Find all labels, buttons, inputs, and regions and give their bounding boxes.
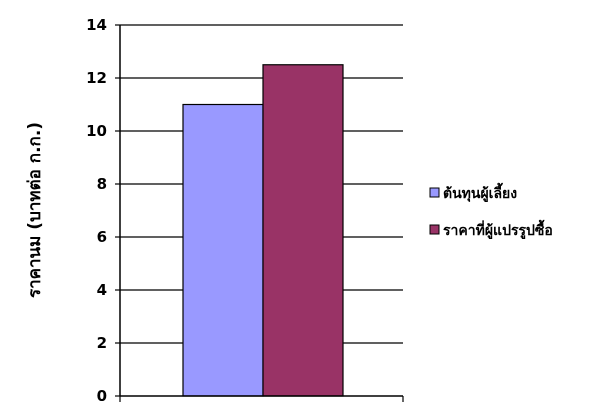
bar-price: [262, 64, 344, 397]
y-tick-label: 8: [97, 175, 107, 193]
y-tick-label: 6: [97, 228, 107, 246]
axes: [115, 24, 404, 402]
y-tick-labels: 0 2 4 6 8 10 12 14: [86, 16, 107, 404]
legend-label: ราคาที่ผู้แปรรูปซื้อ: [443, 219, 553, 239]
y-axis-title: ราคานม (บาทต่อ ก.ก.): [25, 122, 45, 298]
bar-cost: [182, 103, 264, 397]
y-tick-label: 10: [86, 122, 107, 140]
y-tick-label: 14: [86, 16, 107, 34]
legend-swatch: [429, 224, 440, 235]
y-tick-label: 4: [97, 281, 107, 299]
y-tick-label: 0: [97, 387, 107, 404]
legend-swatch: [429, 187, 440, 198]
legend-label: ต้นทุนผู้เลี้ยง: [443, 182, 517, 202]
y-tick-label: 2: [97, 334, 107, 352]
bars: [182, 64, 344, 397]
y-tick-label: 12: [86, 69, 107, 87]
